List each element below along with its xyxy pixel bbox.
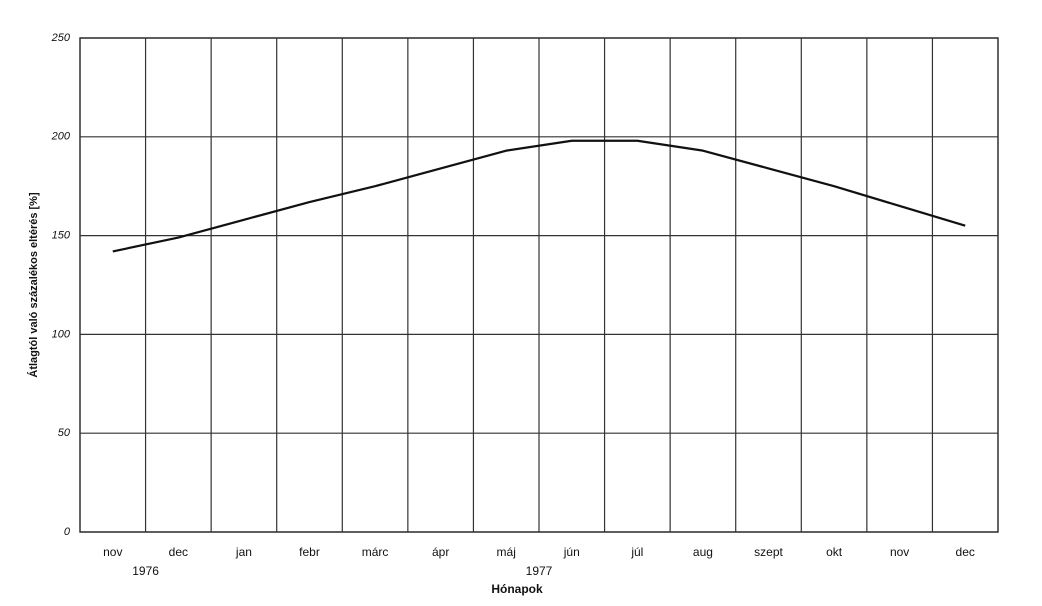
x-tick-label: jún <box>563 545 580 559</box>
x-tick-label: febr <box>299 545 320 559</box>
x-tick-label: okt <box>826 545 843 559</box>
y-tick-label: 0 <box>64 526 71 538</box>
year-label: 1977 <box>526 564 553 578</box>
data-line <box>112 139 966 253</box>
x-tick-label: ápr <box>432 545 449 559</box>
y-tick-label: 250 <box>51 32 71 44</box>
x-tick-label: júl <box>630 545 643 559</box>
x-axis-label: Hónapok <box>491 582 543 596</box>
year-label: 1976 <box>132 564 159 578</box>
x-tick-label: máj <box>497 545 516 559</box>
x-tick-label: dec <box>956 545 975 559</box>
y-tick-label: 200 <box>51 131 71 143</box>
x-tick-label: jan <box>235 545 252 559</box>
y-tick-label: 50 <box>58 427 71 439</box>
y-axis-label: Átlagtól való százalékos eltérés [%] <box>27 192 40 378</box>
x-tick-label: nov <box>890 545 909 559</box>
x-tick-label: dec <box>169 545 188 559</box>
y-tick-label: 150 <box>52 230 71 242</box>
x-tick-label: szept <box>754 545 783 559</box>
y-tick-label: 100 <box>52 328 71 340</box>
x-tick-label: nov <box>103 545 122 559</box>
x-tick-label: aug <box>693 545 713 559</box>
x-tick-label: márc <box>362 545 389 559</box>
